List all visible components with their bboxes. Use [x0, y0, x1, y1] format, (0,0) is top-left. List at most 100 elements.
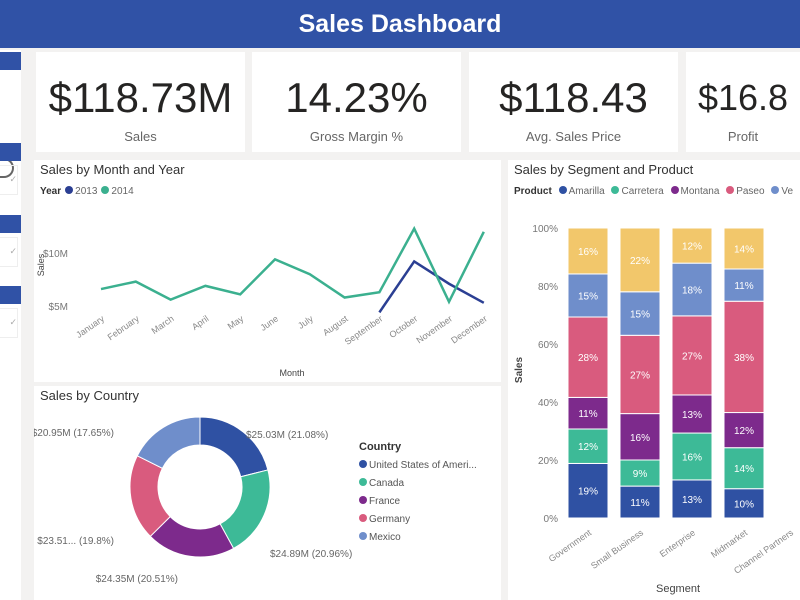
y-tick-label: $5M — [49, 302, 68, 313]
data-label: $23.51... (19.8%) — [37, 536, 114, 547]
data-label: 16% — [682, 452, 702, 463]
x-tick-label: December — [449, 313, 489, 345]
filter-checkbox[interactable]: ✓ — [0, 165, 18, 195]
x-tick-label: Enterprise — [658, 527, 697, 559]
legend-item[interactable]: France — [359, 496, 477, 507]
donut-chart-panel: Sales by Country $25.03M (21.08%) $24.89M… — [34, 386, 501, 600]
legend-item[interactable]: Amarilla — [568, 186, 605, 197]
data-label: 16% — [630, 433, 650, 444]
legend-dot-icon — [670, 186, 679, 194]
legend-item[interactable]: Canada — [359, 478, 477, 489]
bar-segment — [567, 396, 609, 430]
kpi-card-gross-margin: 14.23% Gross Margin % — [252, 52, 461, 152]
data-label: 12% — [682, 242, 702, 253]
kpi-value: 14.23% — [285, 74, 428, 121]
bar-segment — [723, 447, 765, 490]
legend-item[interactable]: 2013 — [75, 186, 98, 197]
line-chart-panel: Sales by Month and Year Year 2013 2014 $5M… — [34, 160, 501, 382]
y-tick-label: 0% — [544, 514, 559, 525]
kpi-value: $118.73M — [48, 74, 233, 121]
data-label: 14% — [734, 464, 754, 475]
data-label: 16% — [578, 247, 598, 258]
kpi-value: $16.8 — [697, 77, 789, 118]
legend-dot-icon — [359, 514, 367, 522]
bar-chart-panel: Sales by Segment and Product Product Ama… — [508, 160, 800, 600]
x-tick-label: July — [296, 313, 315, 331]
bar-segment — [567, 316, 609, 398]
chart-title: Sales by Segment and Product — [514, 162, 694, 177]
bar-segment — [723, 412, 765, 449]
legend-label: Germany — [369, 514, 411, 525]
bar-segment — [567, 273, 609, 318]
page-title: Sales Dashboard — [298, 10, 502, 38]
data-label: 15% — [578, 291, 598, 302]
data-label: 10% — [734, 499, 754, 510]
filter-tab[interactable] — [0, 286, 21, 304]
x-tick-label: May — [226, 313, 246, 331]
legend-dot-icon — [726, 186, 735, 194]
filter-tab[interactable] — [0, 143, 21, 161]
legend-title: Country — [359, 441, 402, 453]
x-axis-label: Month — [279, 368, 304, 378]
legend-dot-icon — [611, 186, 620, 194]
legend-label: Mexico — [369, 532, 401, 543]
kpi-card-sales: $118.73M Sales — [36, 52, 245, 152]
legend-dot-icon — [558, 186, 567, 194]
legend-item[interactable]: Paseo — [736, 186, 765, 197]
data-label: 22% — [630, 256, 650, 267]
data-label: $24.35M (20.51%) — [96, 574, 178, 585]
y-tick-label: 20% — [538, 456, 558, 467]
bar-segment — [619, 291, 661, 336]
y-tick-label: 40% — [538, 398, 558, 409]
filter-checkbox[interactable]: ✓ — [0, 308, 18, 338]
legend-item[interactable]: Mexico — [359, 532, 477, 543]
bar-segment — [671, 394, 713, 434]
data-label: 14% — [734, 245, 754, 256]
filter-tab[interactable] — [0, 52, 21, 70]
product-legend: Product Amarilla Carretera Montana Paseo… — [514, 185, 794, 198]
data-label: 11% — [630, 498, 649, 509]
filter-sidebar: ✓ ✓ ✓ — [0, 50, 21, 600]
legend-item[interactable]: Montana — [680, 186, 720, 197]
donut-slice — [136, 416, 201, 469]
bar-segment — [567, 227, 609, 275]
y-tick-label: 60% — [538, 340, 558, 351]
x-tick-label: June — [258, 313, 280, 332]
kpi-card-avg-price: $118.43 Avg. Sales Price — [469, 52, 678, 152]
legend-title: Year — [40, 186, 62, 197]
legend-dot-icon — [101, 186, 110, 194]
bar-segment — [671, 432, 713, 481]
line-legend: Year 2013 2014 — [40, 186, 134, 197]
data-label: 13% — [682, 410, 702, 421]
x-tick-label: February — [106, 313, 142, 342]
dashboard-header: Sales Dashboard — [0, 0, 800, 48]
legend-item[interactable]: Germany — [359, 514, 477, 525]
x-tick-label: March — [150, 313, 176, 336]
legend-label: France — [369, 496, 401, 507]
donut-slice — [199, 416, 269, 478]
bar-segment — [723, 268, 765, 302]
legend-item[interactable]: 2014 — [111, 186, 134, 197]
filter-checkbox[interactable]: ✓ — [0, 237, 18, 267]
stacked-bar-chart: 0% 20% 40% 60% 80% 100% Sales Segment Government… — [514, 224, 796, 595]
y-tick-label: 100% — [532, 224, 558, 235]
legend-item[interactable]: Ve — [781, 186, 794, 197]
data-label: $25.03M (21.08%) — [246, 430, 328, 441]
data-label: 15% — [630, 310, 650, 321]
bar-segment — [671, 262, 713, 317]
bar-segment — [723, 227, 765, 270]
legend-item[interactable]: United States of Ameri... — [359, 460, 477, 471]
data-label: 18% — [682, 286, 702, 297]
x-tick-label: November — [414, 313, 454, 345]
legend-dot-icon — [359, 460, 367, 468]
bar-segment — [619, 459, 661, 487]
data-label: 38% — [734, 353, 754, 364]
legend-item[interactable]: Carretera — [621, 186, 664, 197]
legend-label: United States of Ameri... — [369, 460, 477, 471]
filter-tab[interactable] — [0, 215, 21, 233]
legend-title: Product — [514, 186, 552, 197]
data-label: 19% — [578, 487, 598, 498]
donut-chart: $25.03M (21.08%) $24.89M (20.96%) $24.35M … — [34, 416, 352, 585]
bar-segment — [671, 479, 713, 519]
